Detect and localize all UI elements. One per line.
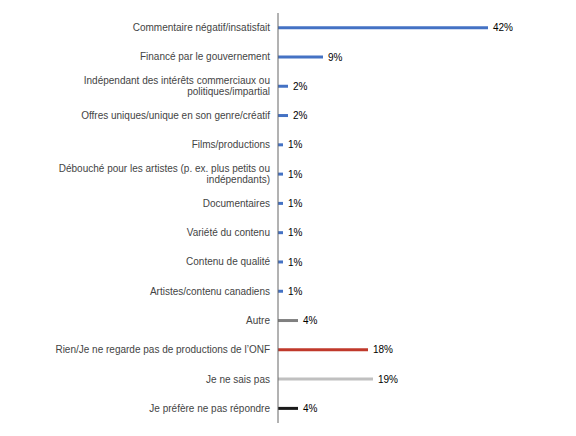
svg-text:1%: 1% [288, 257, 303, 268]
svg-text:2%: 2% [293, 110, 308, 121]
svg-text:Rien/Je ne regarde pas de prod: Rien/Je ne regarde pas de productions de… [55, 344, 270, 355]
svg-text:Artistes/contenu canadiens: Artistes/contenu canadiens [150, 286, 270, 297]
svg-text:Je ne sais pas: Je ne sais pas [206, 374, 270, 385]
svg-text:1%: 1% [288, 139, 303, 150]
svg-text:42%: 42% [493, 22, 513, 33]
svg-text:Commentaire négatif/insatisfai: Commentaire négatif/insatisfait [133, 22, 271, 33]
svg-text:Autre: Autre [246, 315, 270, 326]
svg-text:1%: 1% [288, 227, 303, 238]
svg-text:4%: 4% [303, 403, 318, 414]
svg-text:1%: 1% [288, 169, 303, 180]
svg-text:1%: 1% [288, 198, 303, 209]
svg-text:Indépendant des intérêts comme: Indépendant des intérêts commerciaux oup… [84, 75, 270, 97]
svg-text:Variété du contenu: Variété du contenu [187, 227, 270, 238]
svg-text:Débouché pour les artistes (p.: Débouché pour les artistes (p. ex. plus … [59, 163, 270, 185]
svg-text:1%: 1% [288, 286, 303, 297]
svg-text:Offres uniques/unique en son g: Offres uniques/unique en son genre/créat… [81, 110, 270, 121]
svg-text:Financé par le gouvernement: Financé par le gouvernement [140, 51, 270, 62]
svg-text:9%: 9% [328, 52, 343, 63]
svg-text:18%: 18% [373, 344, 393, 355]
svg-text:Contenu de qualité: Contenu de qualité [186, 256, 270, 267]
svg-text:4%: 4% [303, 315, 318, 326]
svg-text:19%: 19% [378, 374, 398, 385]
svg-text:Films/productions: Films/productions [192, 139, 270, 150]
svg-text:2%: 2% [293, 81, 308, 92]
svg-text:Je préfère ne pas répondre: Je préfère ne pas répondre [149, 403, 270, 414]
svg-text:Documentaires: Documentaires [203, 198, 270, 209]
